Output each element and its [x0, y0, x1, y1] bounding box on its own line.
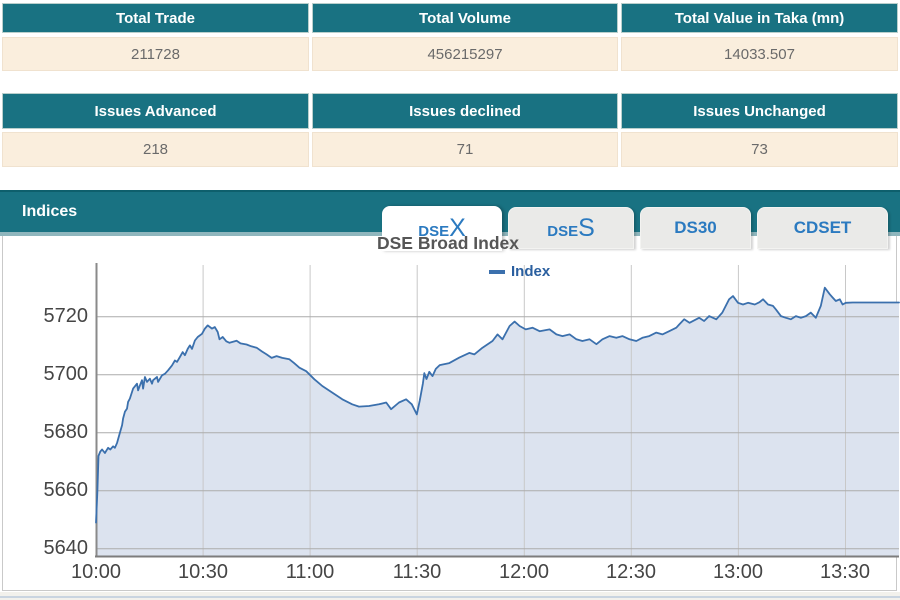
table-header-cell: Issues Advanced: [2, 93, 309, 129]
table-header-cell: Total Trade: [2, 3, 309, 33]
table-header-cell: Issues declined: [312, 93, 618, 129]
table-value-cell: 218: [2, 132, 309, 167]
x-axis-label: 13:30: [819, 561, 871, 583]
table-value-cell: 71: [312, 132, 618, 167]
indices-bar-top-edge: [0, 190, 900, 192]
table-value-cell: 211728: [2, 37, 309, 71]
table-header-row: Issues Advanced Issues declined Issues Unc…: [2, 93, 898, 129]
table-value-row: 218 71 73: [2, 132, 898, 167]
table-header-row: Total Trade Total Volume Total Value in Ta…: [2, 3, 898, 33]
y-axis-label: 5660: [43, 479, 89, 501]
chart-title: DSE Broad Index: [377, 233, 519, 253]
tab-label: CDSET: [793, 218, 852, 237]
x-axis-label: 10:00: [70, 561, 122, 583]
tab-label: DS30: [674, 218, 717, 237]
y-axis-label: 5700: [43, 363, 89, 385]
legend-line-swatch: [489, 269, 505, 274]
tab-label-big: S: [578, 214, 595, 242]
tab-label-small: DSE: [418, 223, 450, 240]
trade-summary-table: Total Trade Total Volume Total Value in Ta…: [2, 3, 898, 71]
table-value-cell: 73: [621, 132, 898, 167]
x-axis-label: 12:30: [605, 561, 657, 583]
tab-label-big: X: [449, 214, 466, 242]
x-axis-label: 10:30: [177, 561, 229, 583]
table-value-row: 211728 456215297 14033.507: [2, 37, 898, 71]
x-axis-label: 11:00: [285, 561, 335, 583]
table-header-cell: Issues Unchanged: [621, 93, 898, 129]
y-axis-label: 5680: [43, 421, 89, 443]
tab-dses[interactable]: DSES: [508, 207, 634, 249]
tab-label-small: DSE: [547, 223, 579, 240]
x-axis-label: 12:00: [498, 561, 550, 583]
tab-ds30[interactable]: DS30: [640, 207, 751, 249]
issues-summary-table: Issues Advanced Issues declined Issues Unc…: [2, 93, 898, 167]
tab-cdset[interactable]: CDSET: [757, 207, 888, 249]
index-area-fill: [96, 287, 899, 557]
table-header-cell: Total Value in Taka (mn): [621, 3, 898, 33]
table-value-cell: 456215297: [312, 37, 618, 71]
bottom-divider-line: [0, 596, 900, 598]
indices-title: Indices: [22, 203, 78, 220]
legend-label: Index: [511, 263, 551, 280]
tab-dsex[interactable]: DSEX: [382, 206, 502, 251]
index-line: [95, 286, 900, 524]
y-axis-label: 5720: [43, 305, 89, 327]
y-axis-label: 5640: [43, 537, 89, 559]
x-axis-label: 11:30: [392, 561, 442, 583]
table-header-cell: Total Volume: [312, 3, 618, 33]
table-value-cell: 14033.507: [621, 37, 898, 71]
x-axis-label: 13:00: [712, 561, 764, 583]
chart-legend: Index: [489, 263, 550, 280]
